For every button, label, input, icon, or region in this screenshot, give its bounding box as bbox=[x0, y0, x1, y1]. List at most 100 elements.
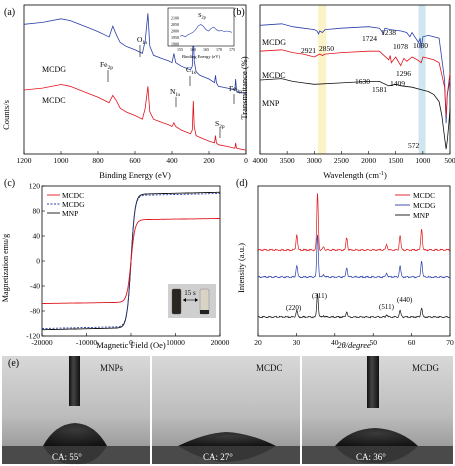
hkl-511: (511) bbox=[379, 303, 395, 311]
panel-c-ticks: -20000 -10000 0 10000 20000 -120 -80 -40 0 40 80 12… bbox=[26, 182, 229, 348]
peak-1630: 1630 bbox=[355, 77, 370, 86]
panel-a-inset: S2p 155 160 165 170 17519001950200020502100 … bbox=[167, 7, 235, 59]
panel-d-frame bbox=[257, 185, 451, 337]
panel-b-xlabel: Wavelength (cm-1) bbox=[323, 170, 387, 180]
xtick-label: 500 bbox=[444, 156, 455, 165]
xtick-label: 3000 bbox=[307, 156, 322, 165]
label-mcdg-a: MCDG bbox=[42, 65, 66, 74]
xtick-label: 200 bbox=[203, 156, 215, 165]
xtick-label: 0 bbox=[129, 338, 133, 347]
sample-label-mcdc: MCDC bbox=[256, 363, 283, 373]
panel-a-xticks: 1200 1000 800 600 400 200 0 bbox=[17, 151, 248, 165]
hkl-440: (440) bbox=[397, 296, 413, 304]
series-line-mnp-ftir bbox=[259, 78, 451, 150]
inset-xlabel: Binding Energy (eV) bbox=[182, 54, 220, 59]
legend-mcdg-d: MCDG bbox=[413, 201, 436, 210]
droplet-mcdc bbox=[178, 432, 276, 446]
droplet-reflection-mcdg bbox=[335, 446, 418, 464]
ytick-label: 0 bbox=[36, 257, 40, 266]
panel-d-hkl-labels: (220) (311) (511) (440) bbox=[286, 292, 413, 312]
inset-ytick-label: 2100 bbox=[171, 16, 179, 21]
hkl-311: (311) bbox=[312, 292, 328, 300]
panel-c-legend: MCDC MCDG MNP bbox=[47, 191, 85, 218]
label-mnp-b: MNP bbox=[262, 99, 280, 108]
xtick-label: 2500 bbox=[334, 156, 349, 165]
vial-dispersed bbox=[171, 288, 182, 315]
panel-a-ylabel: Counts/s bbox=[1, 100, 11, 130]
xtick-label: -20000 bbox=[31, 338, 52, 347]
xtick-label: 800 bbox=[92, 156, 104, 165]
peak-1030: 1030 bbox=[413, 41, 428, 50]
inset-xtick-label: 175 bbox=[229, 47, 235, 52]
panel-a-label: (a) bbox=[4, 7, 15, 18]
legend-mcdc: MCDC bbox=[62, 191, 84, 200]
label-mcdc-a: MCDC bbox=[42, 96, 66, 105]
xtick-label: 400 bbox=[166, 156, 178, 165]
inset-ytick-label: 1950 bbox=[171, 35, 179, 40]
panel-a-xlabel: Binding Energy (eV) bbox=[99, 170, 171, 180]
xtick-label: 60 bbox=[408, 338, 416, 347]
legend-mcdc-d: MCDC bbox=[413, 191, 435, 200]
inset-ytick-label: 2050 bbox=[171, 22, 179, 27]
panel-d-legend: MCDC MCDG MNP bbox=[395, 191, 436, 220]
peak-fe3p: Fe3p bbox=[229, 84, 242, 95]
peak-n1s: N1s bbox=[170, 87, 180, 98]
panel-b-ylabel: Transmittance (%) bbox=[239, 56, 249, 119]
ytick-label: 80 bbox=[33, 207, 41, 216]
panel-b-peak-labels: 2921 2850 1724 1238 1078 1030 1630 1581 … bbox=[301, 28, 428, 150]
peak-1238: 1238 bbox=[381, 28, 396, 37]
contact-angle-photo-mcdg: MCDG CA: 36° bbox=[302, 356, 453, 464]
needle-mcdg bbox=[367, 356, 379, 408]
inset-xtick-label: 155 bbox=[177, 47, 183, 52]
vial-separated-sediment bbox=[200, 310, 209, 314]
panel-b-frame bbox=[259, 4, 451, 155]
series-line-mcdg-xps bbox=[23, 13, 247, 94]
ytick-label: -80 bbox=[30, 307, 40, 316]
legend-mnp-d: MNP bbox=[413, 211, 429, 220]
inset-series-line bbox=[179, 24, 233, 38]
xtick-label: 30 bbox=[293, 338, 301, 347]
panel-d-ylabel: Intensity (a.u.) bbox=[236, 243, 246, 293]
ytick-label: -120 bbox=[26, 332, 40, 341]
peak-1296: 1296 bbox=[396, 69, 411, 78]
xtick-label: -10000 bbox=[76, 338, 97, 347]
peak-1581: 1581 bbox=[372, 85, 387, 94]
vial-arrow-icon bbox=[183, 298, 198, 302]
vial-time-label: 15 s bbox=[184, 289, 196, 297]
series-line-mcdg-vsm bbox=[42, 193, 220, 329]
peak-1724: 1724 bbox=[362, 34, 377, 43]
ca-label-mcdc: CA: 27° bbox=[203, 452, 233, 462]
xtick-label: 1500 bbox=[388, 156, 403, 165]
ytick-label: 40 bbox=[33, 232, 41, 241]
panel-b-bands bbox=[318, 5, 426, 154]
peak-2850: 2850 bbox=[319, 44, 334, 53]
xtick-label: 1200 bbox=[17, 156, 32, 165]
ytick-label: 120 bbox=[29, 182, 41, 191]
panel-e-label: (e) bbox=[8, 358, 19, 369]
highlight-band bbox=[418, 5, 426, 154]
hkl-220: (220) bbox=[286, 304, 302, 312]
panel-c-label: (c) bbox=[4, 178, 15, 189]
inset-ytick-label: 2000 bbox=[171, 29, 179, 34]
panel-e: MNPs CA: 55° MCDC CA: 27° MCDG CA: 36° (… bbox=[0, 354, 455, 466]
xtick-label: 0 bbox=[244, 156, 248, 165]
xtick-label: 20 bbox=[254, 338, 262, 347]
peak-fe2p: Fe2p bbox=[100, 60, 113, 71]
legend-mcdg: MCDG bbox=[62, 200, 85, 209]
xtick-label: 50 bbox=[369, 338, 377, 347]
panel-c-xlabel: Magnetic Field (Oe) bbox=[96, 340, 166, 350]
peak-s2p: S2p bbox=[215, 119, 225, 130]
inset-frame bbox=[167, 7, 235, 47]
needle-mnps bbox=[69, 356, 80, 406]
panel-a-peak-labels: Fe2p O1s N1s C1s Fe3p S2p bbox=[100, 35, 242, 138]
xtick-label: 1000 bbox=[415, 156, 430, 165]
legend-mnp: MNP bbox=[62, 209, 78, 218]
highlight-band bbox=[318, 5, 327, 154]
panel-c-ylabel: Magnetization emu/g bbox=[1, 234, 10, 302]
peak-572: 572 bbox=[408, 141, 420, 150]
panel-d-label: (d) bbox=[236, 178, 248, 189]
panel-c-vial-photo: 15 s bbox=[168, 284, 216, 318]
xtick-label: 10000 bbox=[166, 338, 185, 347]
